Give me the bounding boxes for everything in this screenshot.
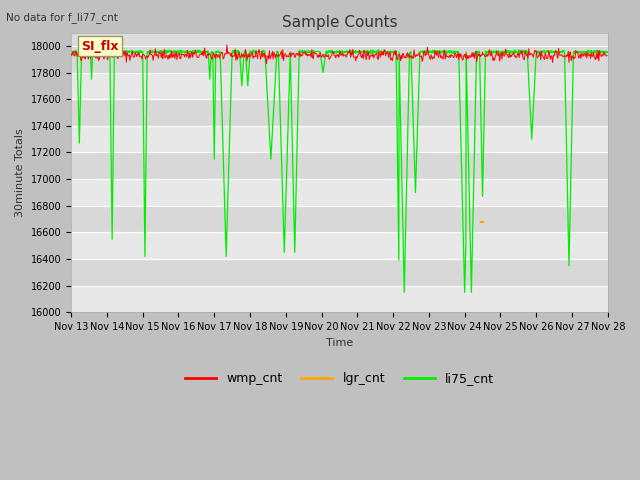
Bar <box>71 206 608 232</box>
Bar <box>71 72 608 99</box>
Text: SI_flx: SI_flx <box>81 40 118 53</box>
Bar <box>71 286 608 312</box>
Bar <box>71 259 608 286</box>
Bar <box>71 99 608 126</box>
Bar <box>71 46 608 72</box>
Legend: wmp_cnt, lgr_cnt, li75_cnt: wmp_cnt, lgr_cnt, li75_cnt <box>180 367 499 390</box>
X-axis label: Time: Time <box>326 337 353 348</box>
Bar <box>71 179 608 206</box>
Y-axis label: 30minute Totals: 30minute Totals <box>15 128 25 217</box>
Bar <box>71 126 608 153</box>
Bar <box>71 232 608 259</box>
Bar <box>71 153 608 179</box>
Text: No data for f_li77_cnt: No data for f_li77_cnt <box>6 12 118 23</box>
Title: Sample Counts: Sample Counts <box>282 15 397 30</box>
